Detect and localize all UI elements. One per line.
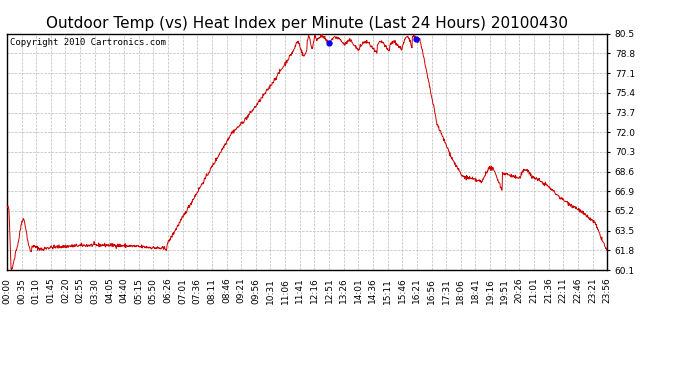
Text: Copyright 2010 Cartronics.com: Copyright 2010 Cartronics.com	[10, 39, 166, 48]
Title: Outdoor Temp (vs) Heat Index per Minute (Last 24 Hours) 20100430: Outdoor Temp (vs) Heat Index per Minute …	[46, 16, 568, 31]
